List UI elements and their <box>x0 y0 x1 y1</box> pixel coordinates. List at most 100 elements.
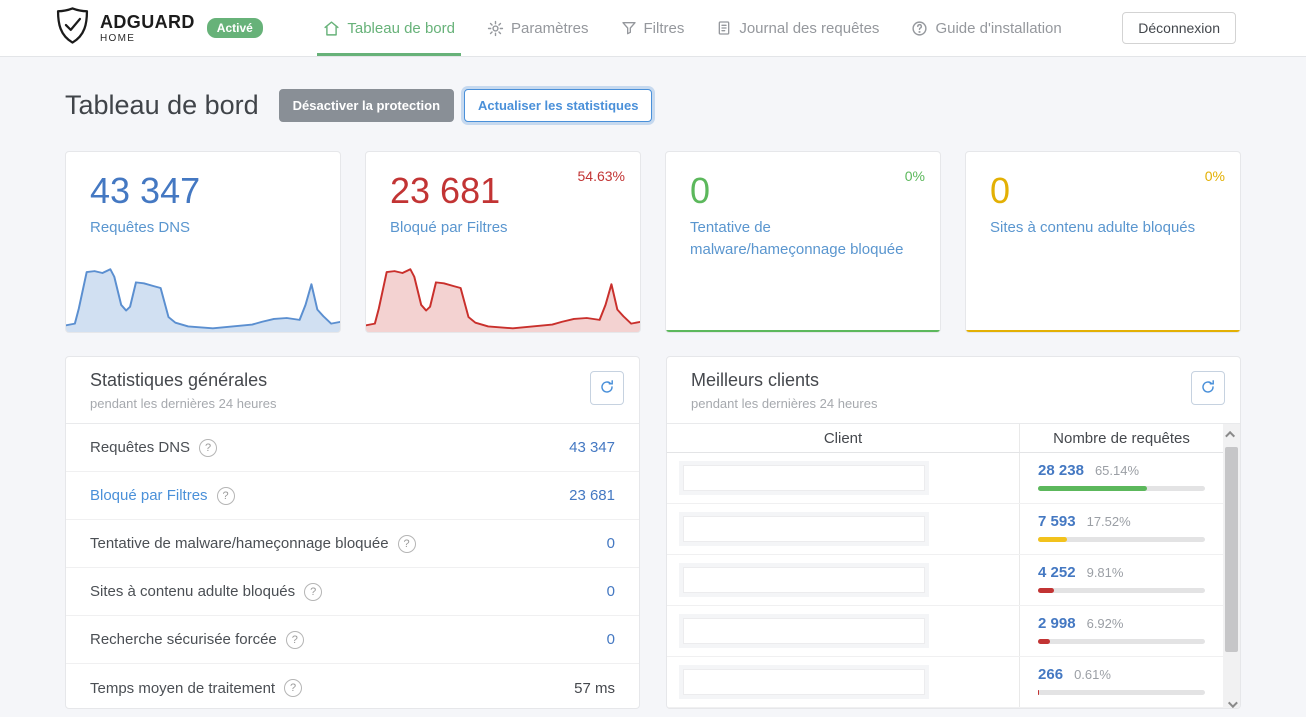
scroll-down-arrow[interactable] <box>1223 694 1240 708</box>
main-nav: Tableau de bord Paramètres Filtres Journal … <box>317 0 1062 56</box>
refresh-panel-button[interactable] <box>1191 371 1225 405</box>
nav-item-settings[interactable]: Paramètres <box>487 0 589 56</box>
column-header-requests: Nombre de requêtes <box>1053 429 1190 447</box>
stat-row-dns-queries: Requêtes DNS? 43 347 <box>66 424 639 472</box>
client-request-count[interactable]: 28 238 <box>1038 462 1084 479</box>
stat-card-percent: 0% <box>1204 168 1225 184</box>
gear-icon <box>487 20 504 37</box>
stat-row-value: 0 <box>606 583 615 600</box>
help-question-icon[interactable]: ? <box>285 630 304 649</box>
status-badge: Activé <box>206 18 263 38</box>
top-clients-table: Client Nombre de requêtes 28 238 65.14% 7 … <box>667 424 1240 708</box>
shield-check-icon <box>55 6 90 50</box>
help-question-icon[interactable]: ? <box>284 679 303 697</box>
client-row: 4 252 9.81% <box>667 555 1223 606</box>
disable-protection-button[interactable]: Désactiver la protection <box>278 89 455 122</box>
scrollbar-thumb[interactable] <box>1225 447 1238 652</box>
stat-card-adult-blocked: 0 0% Sites à contenu adulte bloqués <box>965 151 1241 333</box>
stat-row-label[interactable]: Bloqué par Filtres <box>90 487 208 504</box>
help-question-icon[interactable]: ? <box>199 438 218 457</box>
client-row: 7 593 17.52% <box>667 504 1223 555</box>
stat-row-blocked-filters: Bloqué par Filtres? 23 681 <box>66 472 639 520</box>
client-progress-bar <box>1038 588 1205 593</box>
help-icon <box>911 20 928 37</box>
dashboard-page: Tableau de bord Désactiver la protection… <box>65 89 1241 709</box>
app-header: ADGUARD HOME Activé Tableau de bord Param… <box>0 0 1306 57</box>
refresh-icon <box>1200 379 1216 398</box>
stat-row-value: 0 <box>606 535 615 552</box>
refresh-icon <box>599 379 615 398</box>
refresh-panel-button[interactable] <box>590 371 624 405</box>
stat-card-label[interactable]: Tentative de malware/hameçonnage bloquée <box>690 218 904 258</box>
stat-card-label[interactable]: Sites à contenu adulte bloqués <box>990 218 1196 236</box>
stat-card-value: 43 347 <box>90 170 201 211</box>
stat-row-avg-time: Temps moyen de traitement? 57 ms <box>66 664 639 708</box>
nav-item-dashboard[interactable]: Tableau de bord <box>317 0 461 56</box>
stat-row-label: Sites à contenu adulte bloqués <box>90 583 296 600</box>
stat-row-safe-search: Recherche sécurisée forcée? 0 <box>66 616 639 664</box>
panel-title: Statistiques générales <box>90 370 268 390</box>
client-row: 28 238 65.14% <box>667 453 1223 504</box>
client-progress-bar <box>1038 537 1205 542</box>
column-header-client: Client <box>667 424 1021 452</box>
sparkline-chart <box>366 258 640 332</box>
panel-title: Meilleurs clients <box>691 370 820 390</box>
stat-card-label[interactable]: Requêtes DNS <box>90 218 191 236</box>
client-request-percent: 0.61% <box>1074 667 1111 682</box>
nav-item-label: Filtres <box>643 19 685 37</box>
client-request-count[interactable]: 266 <box>1038 666 1064 683</box>
help-question-icon[interactable]: ? <box>397 534 416 553</box>
adguard-home-logo[interactable]: ADGUARD HOME Activé <box>55 6 263 50</box>
client-progress-bar <box>1038 690 1205 695</box>
stat-card-dns-queries: 43 347 Requêtes DNS <box>65 151 341 333</box>
brand-subtitle: HOME <box>100 32 136 44</box>
panel-subtitle: pendant les dernières 24 heures <box>691 396 878 411</box>
nav-item-setup-guide[interactable]: Guide d'installation <box>911 0 1062 56</box>
help-question-icon[interactable]: ? <box>304 582 323 601</box>
help-question-icon[interactable]: ? <box>216 486 235 505</box>
stat-card-value: 0 <box>690 170 711 211</box>
page-title: Tableau de bord <box>65 90 259 120</box>
refresh-statistics-button[interactable]: Actualiser les statistiques <box>464 89 653 122</box>
stat-row-label: Temps moyen de traitement <box>90 679 276 697</box>
client-request-count[interactable]: 4 252 <box>1038 564 1076 581</box>
client-request-count[interactable]: 2 998 <box>1038 615 1076 632</box>
nav-item-label: Guide d'installation <box>935 19 1062 37</box>
client-request-percent: 9.81% <box>1086 565 1124 580</box>
top-clients-panel: Meilleurs clients pendant les dernières … <box>666 356 1241 709</box>
stat-row-label: Tentative de malware/hameçonnage bloquée <box>90 535 389 552</box>
nav-item-filters[interactable]: Filtres <box>621 0 685 56</box>
document-icon <box>716 20 732 36</box>
stat-card-blocked-filters: 23 681 54.63% Bloqué par Filtres <box>365 151 641 333</box>
client-name-redacted <box>679 614 929 648</box>
stat-row-malware-blocked: Tentative de malware/hameçonnage bloquée… <box>66 520 639 568</box>
table-scrollbar[interactable] <box>1223 424 1240 708</box>
stat-card-label[interactable]: Bloqué par Filtres <box>390 218 508 236</box>
client-name-redacted <box>679 512 929 546</box>
client-progress-bar <box>1038 486 1205 491</box>
stat-card-value: 0 <box>990 170 1011 211</box>
logout-button[interactable]: Déconnexion <box>1122 12 1236 44</box>
stat-card-value: 23 681 <box>390 170 501 211</box>
client-request-count[interactable]: 7 593 <box>1038 513 1076 530</box>
stat-row-label: Recherche sécurisée forcée <box>90 631 277 648</box>
brand-name: ADGUARD <box>100 11 195 32</box>
filter-icon <box>621 20 637 36</box>
nav-item-label: Paramètres <box>510 19 589 37</box>
stat-card-percent: 54.63% <box>577 168 625 184</box>
chevron-up-icon <box>1225 430 1236 441</box>
sparkline-flat-zero <box>966 330 1240 332</box>
client-request-percent: 65.14% <box>1094 463 1140 478</box>
stat-card-percent: 0% <box>904 168 925 184</box>
stat-row-adult-blocked: Sites à contenu adulte bloqués? 0 <box>66 568 639 616</box>
nav-item-label: Tableau de bord <box>347 19 455 37</box>
panel-subtitle: pendant les dernières 24 heures <box>90 396 277 411</box>
client-name-redacted <box>679 665 929 699</box>
client-progress-bar <box>1038 639 1205 644</box>
client-row: 2 998 6.92% <box>667 606 1223 657</box>
home-icon <box>323 20 340 37</box>
sparkline-flat-zero <box>666 330 940 332</box>
stat-row-value: 0 <box>606 631 615 648</box>
scroll-up-arrow[interactable] <box>1223 424 1240 444</box>
nav-item-query-log[interactable]: Journal des requêtes <box>716 0 879 56</box>
